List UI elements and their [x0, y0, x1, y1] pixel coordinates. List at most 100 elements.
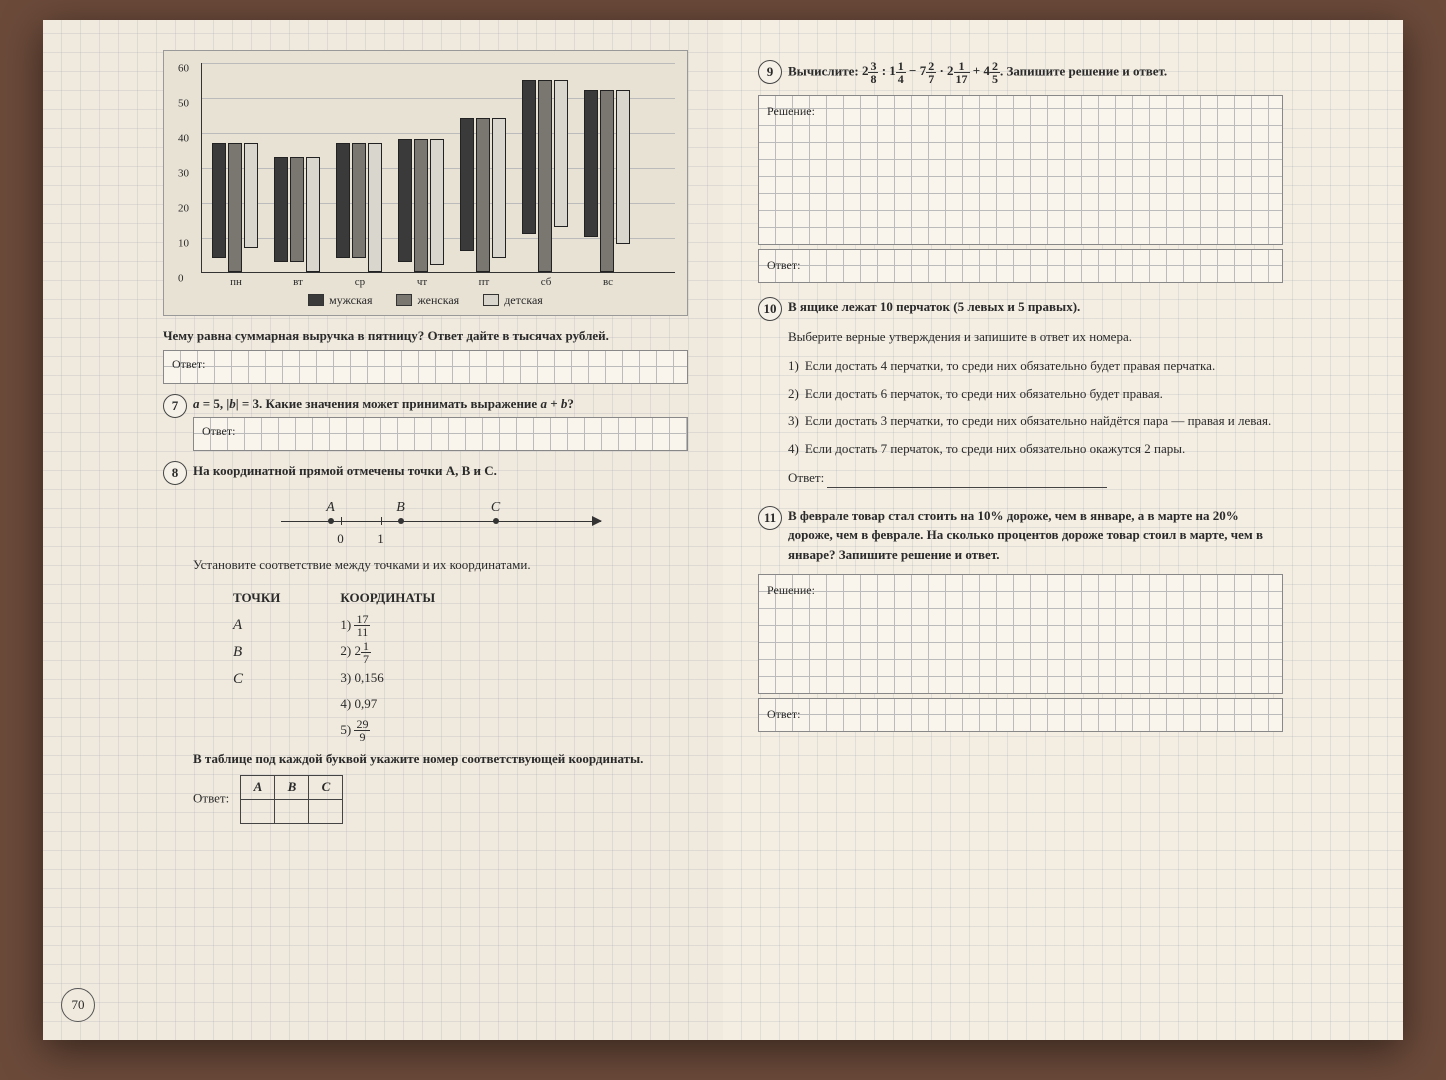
y-tick: 20	[178, 200, 189, 217]
task-9: 9 Вычислите: 238 : 114 − 727 · 2117 + 42…	[758, 60, 1283, 85]
point-B: B	[396, 497, 405, 518]
answer-label: Ответ:	[202, 424, 235, 438]
statement-item: 4)Если достать 7 перчаток, то среди них …	[788, 439, 1283, 459]
legend-item: мужская	[308, 291, 372, 309]
list-item: C	[233, 666, 280, 693]
coord-option: 4) 0,97	[340, 691, 435, 717]
task-11-answer[interactable]: Ответ:	[758, 698, 1283, 732]
bar	[352, 143, 366, 259]
book-spread: 0102030405060пнвтсрчтптсбвс мужскаяженск…	[43, 20, 1403, 1040]
page-left: 0102030405060пнвтсрчтптсбвс мужскаяженск…	[43, 20, 723, 1040]
answer-label: Ответ:	[767, 258, 800, 272]
bar	[228, 143, 242, 273]
answer-label: Ответ:	[193, 790, 229, 805]
x-tick: вс	[584, 274, 632, 291]
task-10-intro: В ящике лежат 10 перчаток (5 левых и 5 п…	[788, 297, 1283, 317]
x-tick: пн	[212, 274, 260, 291]
task-9-answer[interactable]: Ответ:	[758, 249, 1283, 283]
bar	[306, 157, 320, 273]
tick-0: 0	[337, 529, 344, 549]
task-10-instr: Выберите верные утверждения и запишите в…	[788, 327, 1283, 347]
task-number: 8	[163, 461, 187, 485]
bar	[414, 139, 428, 272]
task-11-solution[interactable]: Решение:	[758, 574, 1283, 694]
task-7-text: a = 5, |b| = 3. Какие значения может при…	[193, 394, 688, 414]
answer-label: Ответ:	[172, 357, 205, 371]
x-tick: пт	[460, 274, 508, 291]
coord-option: 3) 0,156	[340, 665, 435, 691]
bar	[616, 90, 630, 244]
bar	[584, 90, 598, 237]
table-header: C	[309, 775, 343, 799]
chart-question: Чему равна суммарная выручка в пятницу? …	[163, 326, 688, 384]
bar	[368, 143, 382, 273]
points-heading: ТОЧКИ	[233, 588, 280, 608]
task-9-solution[interactable]: Решение:	[758, 95, 1283, 245]
statement-item: 3)Если достать 3 перчатки, то среди них …	[788, 411, 1283, 431]
x-tick: сб	[522, 274, 570, 291]
coord-option: 1) 1711	[340, 612, 435, 639]
number-line: A B C 0 1	[281, 493, 601, 543]
bar	[554, 80, 568, 227]
list-item: B	[233, 639, 280, 666]
statement-item: 2)Если достать 6 перчаток, то среди них …	[788, 384, 1283, 404]
task-7-answer[interactable]: Ответ:	[193, 417, 688, 451]
x-tick: ср	[336, 274, 384, 291]
task-number: 11	[758, 506, 782, 530]
legend-item: детская	[483, 291, 543, 309]
legend-item: женская	[396, 291, 459, 309]
y-tick: 50	[178, 95, 189, 112]
bar	[522, 80, 536, 234]
task-10: 10 В ящике лежат 10 перчаток (5 левых и …	[758, 297, 1283, 488]
bar	[600, 90, 614, 272]
task-number: 10	[758, 297, 782, 321]
task-8-footer: В таблице под каждой буквой укажите номе…	[193, 749, 688, 769]
task-10-answer-line[interactable]	[827, 474, 1107, 488]
abc-answer-table[interactable]: A B C	[240, 775, 343, 824]
solution-label: Решение:	[767, 583, 815, 597]
x-tick: вт	[274, 274, 322, 291]
y-tick: 0	[178, 270, 184, 287]
task-8-instr: Установите соответствие между точками и …	[193, 555, 688, 575]
chart-answer-box[interactable]: Ответ:	[163, 350, 688, 384]
bar	[244, 143, 258, 248]
page-right: 9 Вычислите: 238 : 114 − 727 · 2117 + 42…	[723, 20, 1403, 1040]
table-header: B	[275, 775, 309, 799]
task-11: 11 В феврале товар стал стоить на 10% до…	[758, 506, 1283, 565]
bar	[398, 139, 412, 262]
prefix: Вычислите:	[788, 63, 859, 78]
y-tick: 60	[178, 60, 189, 77]
answer-label: Ответ:	[767, 707, 800, 721]
statement-item: 1)Если достать 4 перчатки, то среди них …	[788, 356, 1283, 376]
coords-heading: КООРДИНАТЫ	[340, 588, 435, 608]
bar	[538, 80, 552, 273]
bar-chart: 0 10 20 30 40 50 60 пнвтсрчтптсбвс мужская женск…	[163, 50, 688, 316]
list-item: A	[233, 612, 280, 639]
suffix: . Запишите решение и ответ.	[1000, 63, 1167, 78]
x-tick: чт	[398, 274, 446, 291]
answer-label: Ответ:	[788, 470, 824, 485]
tick-1: 1	[377, 529, 384, 549]
coord-option: 2) 217	[340, 638, 435, 665]
task-8: 8 На координатной прямой отмечены точки …	[163, 461, 688, 824]
y-tick: 10	[178, 235, 189, 252]
task-8-text: На координатной прямой отмечены точки A,…	[193, 461, 688, 481]
task-11-text: В феврале товар стал стоить на 10% дорож…	[788, 506, 1283, 565]
bar	[290, 157, 304, 262]
coord-option: 5) 299	[340, 717, 435, 744]
solution-label: Решение:	[767, 104, 815, 118]
page-number: 70	[61, 988, 95, 1022]
chart-question-text: Чему равна суммарная выручка в пятницу? …	[163, 326, 688, 346]
bar	[460, 118, 474, 251]
point-C: C	[491, 497, 500, 518]
table-header: A	[241, 775, 275, 799]
task-9-text: Вычислите: 238 : 114 − 727 · 2117 + 425.…	[788, 60, 1283, 85]
bar	[274, 157, 288, 262]
y-tick: 40	[178, 130, 189, 147]
point-A: A	[326, 497, 335, 518]
task-number: 7	[163, 394, 187, 418]
bar	[476, 118, 490, 272]
y-tick: 30	[178, 165, 189, 182]
bar	[336, 143, 350, 259]
bar	[430, 139, 444, 265]
